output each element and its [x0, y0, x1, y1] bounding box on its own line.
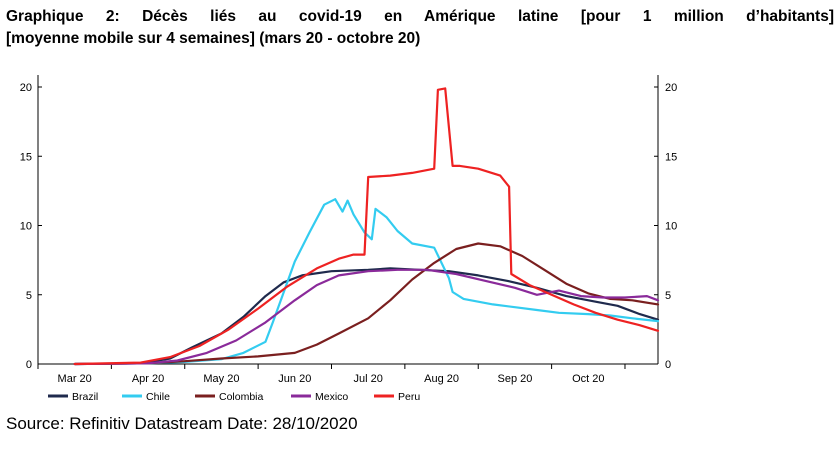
x-tick-label: Sep 20: [497, 373, 532, 385]
series-line-colombia: [73, 242, 660, 366]
x-tick-label: Oct 20: [572, 373, 604, 385]
y-tick-label-left: 5: [26, 290, 32, 302]
chart-legend: Brazil Chile Colombia Mexico Peru: [48, 391, 420, 403]
y-tick-label-left: 20: [20, 82, 32, 94]
x-tick-label: Jun 20: [278, 373, 311, 385]
legend-label-mexico: Mexico: [315, 391, 348, 403]
chart-title-line-1: Graphique 2: Décès liés au covid-19 en A…: [6, 8, 834, 25]
x-tick-label: Aug 20: [424, 373, 459, 385]
series-line-mexico: [73, 268, 660, 366]
legend-label-colombia: Colombia: [219, 391, 264, 403]
chart-title-line-2: [moyenne mobile sur 4 semaines] (mars 20…: [6, 30, 421, 47]
chart-title: Graphique 2: Décès liés au covid-19 en A…: [6, 6, 834, 50]
series-line-peru: [73, 87, 660, 366]
y-tick-label-right: 5: [665, 290, 671, 302]
chart-series: [73, 87, 660, 366]
y-tick-label-right: 20: [665, 82, 677, 94]
legend-label-brazil: Brazil: [72, 391, 98, 403]
series-line-brazil: [73, 267, 660, 366]
x-tick-label: Mar 20: [58, 373, 92, 385]
y-tick-label-right: 0: [665, 359, 671, 371]
y-tick-label-right: 15: [665, 151, 677, 163]
legend-label-peru: Peru: [398, 391, 420, 403]
y-tick-label-left: 15: [20, 151, 32, 163]
x-tick-label: Apr 20: [132, 373, 164, 385]
chart-axes: 0 0 5 5 10 10 15 15 20 20 Mar 20 Apr 20 May 20 Jun 20…: [20, 75, 677, 385]
y-tick-label-right: 10: [665, 221, 677, 233]
y-tick-label-left: 10: [20, 221, 32, 233]
series-line-chile: [73, 198, 660, 366]
x-tick-label: Jul 20: [353, 373, 382, 385]
x-tick-label: May 20: [203, 373, 239, 385]
legend-label-chile: Chile: [146, 391, 170, 403]
source-note: Source: Refinitiv Datastream Date: 28/10…: [6, 414, 358, 433]
y-tick-label-left: 0: [26, 359, 32, 371]
